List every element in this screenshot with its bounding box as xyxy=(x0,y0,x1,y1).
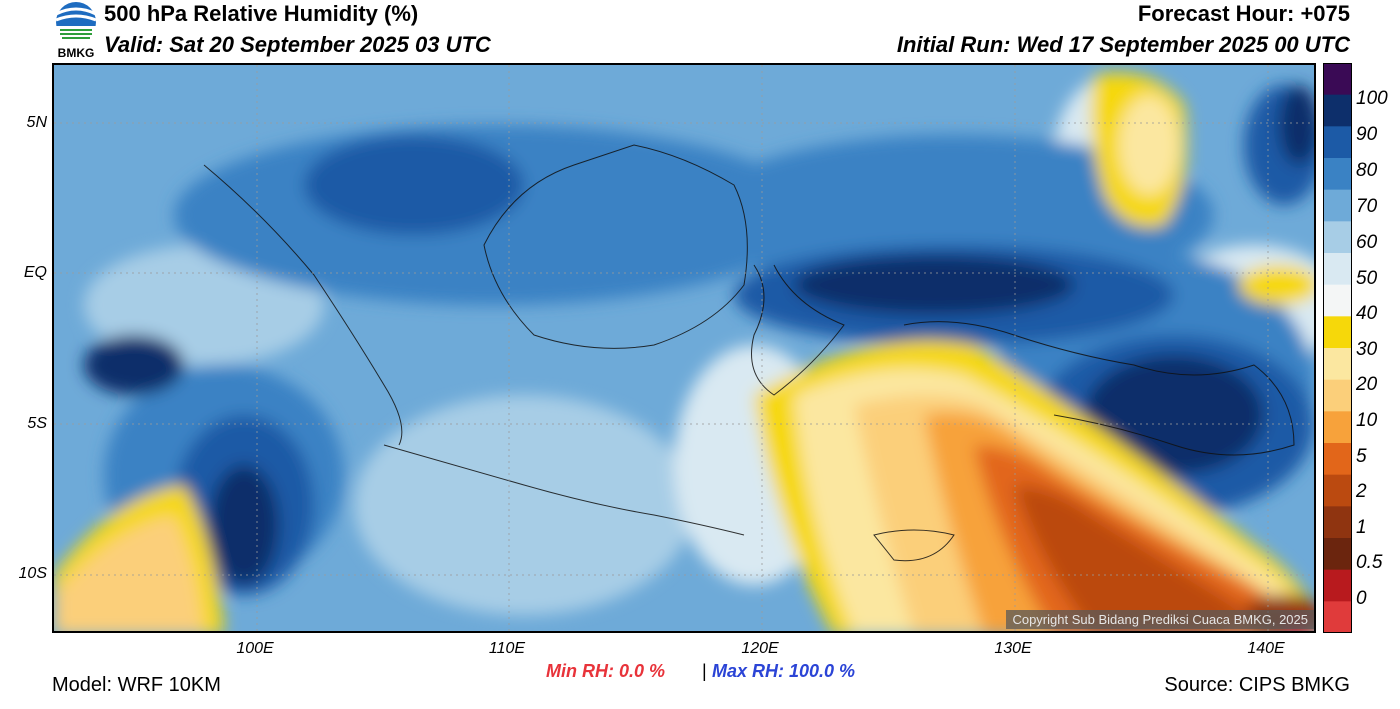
logo-text: BMKG xyxy=(58,46,95,60)
colorbar-label: 80 xyxy=(1356,160,1378,181)
colorbar-label: 30 xyxy=(1356,339,1378,360)
colorbar-swatch xyxy=(1323,221,1352,254)
colorbar-label: 20 xyxy=(1356,374,1378,395)
lat-label-10s: 10S xyxy=(18,565,47,582)
colorbar-swatch xyxy=(1323,443,1352,476)
map-title: 500 hPa Relative Humidity (%) xyxy=(104,1,419,26)
lat-label-5s: 5S xyxy=(27,415,47,432)
humidity-map xyxy=(52,63,1316,633)
copyright-label: Copyright Sub Bidang Prediksi Cuaca BMKG… xyxy=(1006,610,1314,629)
colorbar-label: 40 xyxy=(1356,303,1378,324)
bmkg-logo: BMKG xyxy=(55,2,97,60)
colorbar-swatch xyxy=(1323,63,1352,96)
colorbar-swatch xyxy=(1323,569,1352,602)
colorbar-swatch xyxy=(1323,348,1352,381)
colorbar-swatch xyxy=(1323,538,1352,571)
colorbar-swatch xyxy=(1323,316,1352,349)
model-label: Model: WRF 10KM xyxy=(52,674,221,696)
lat-label-5n: 5N xyxy=(26,114,47,131)
colorbar-swatch xyxy=(1323,126,1352,159)
colorbar-label: 10 xyxy=(1356,410,1378,431)
colorbar-label: 0 xyxy=(1356,588,1367,609)
max-rh: Max RH: 100.0 % xyxy=(712,661,856,681)
colorbar-label: 70 xyxy=(1356,196,1378,217)
source-label: Source: CIPS BMKG xyxy=(1164,674,1350,696)
lon-label-120e: 120E xyxy=(741,640,779,657)
forecast-hour: Forecast Hour: +075 xyxy=(1137,1,1350,26)
lon-label-110e: 110E xyxy=(488,640,526,657)
stats-separator: | xyxy=(702,661,707,681)
colorbar-swatch xyxy=(1323,284,1352,317)
humidity-field xyxy=(54,65,1314,631)
colorbar-border xyxy=(1323,63,1352,633)
colorbar-swatch xyxy=(1323,474,1352,507)
colorbar xyxy=(1323,63,1352,633)
colorbar-label: 50 xyxy=(1356,268,1378,289)
colorbar-label: 60 xyxy=(1356,232,1378,253)
lon-label-140e: 140E xyxy=(1247,640,1285,657)
colorbar-label: 0.5 xyxy=(1356,552,1383,573)
lat-label-eq: EQ xyxy=(23,264,47,281)
lon-label-130e: 130E xyxy=(994,640,1032,657)
colorbar-swatch xyxy=(1323,379,1352,412)
colorbar-swatch xyxy=(1323,253,1352,286)
colorbar-label: 100 xyxy=(1356,88,1388,109)
colorbar-swatch xyxy=(1323,94,1352,127)
colorbar-swatch xyxy=(1323,158,1352,191)
colorbar-swatch xyxy=(1323,601,1352,633)
colorbar-swatch xyxy=(1323,189,1352,222)
colorbar-swatch xyxy=(1323,411,1352,444)
colorbar-label: 2 xyxy=(1356,481,1367,502)
colorbar-label: 90 xyxy=(1356,124,1378,145)
colorbar-label: 1 xyxy=(1356,517,1367,538)
valid-time: Valid: Sat 20 September 2025 03 UTC xyxy=(104,32,491,57)
initial-run: Initial Run: Wed 17 September 2025 00 UT… xyxy=(896,32,1350,57)
colorbar-swatch xyxy=(1323,506,1352,539)
min-rh: Min RH: 0.0 % xyxy=(546,661,666,681)
colorbar-label: 5 xyxy=(1356,446,1367,467)
lon-label-100e: 100E xyxy=(236,640,274,657)
